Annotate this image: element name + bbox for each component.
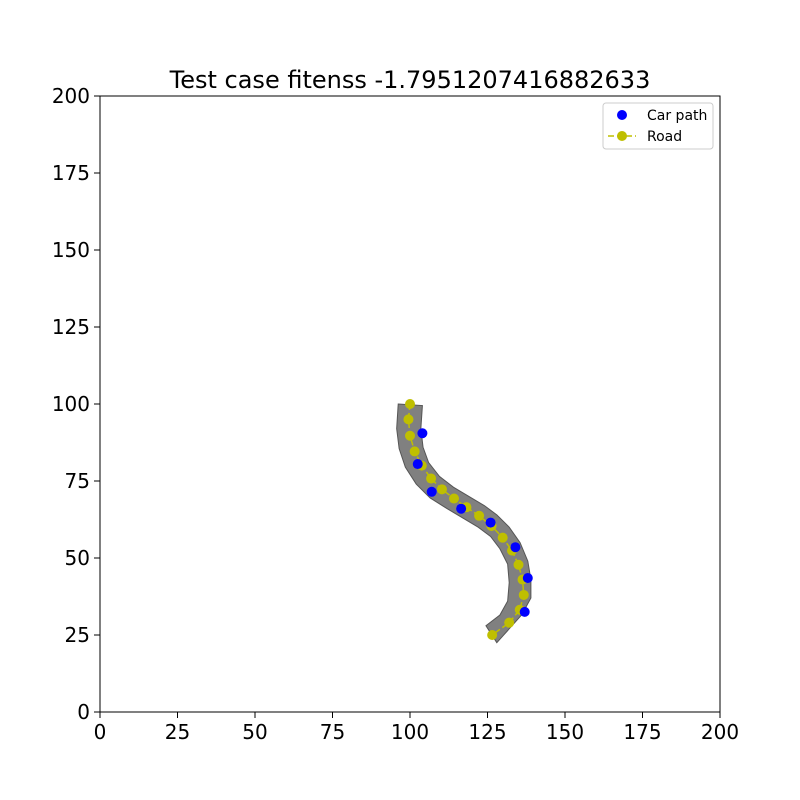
x-tick-label: 150 (546, 720, 584, 744)
y-tick-label: 25 (65, 623, 90, 647)
x-tick-label: 75 (320, 720, 345, 744)
legend-frame (602, 102, 714, 150)
y-tick-label: 50 (65, 546, 90, 570)
x-tick-label: 200 (701, 720, 739, 744)
legend-label: Road (647, 129, 682, 145)
road-point (449, 493, 460, 504)
road-point (474, 510, 485, 521)
x-tick-label: 50 (242, 720, 267, 744)
road-layer (396, 403, 532, 644)
car-path-point (426, 486, 437, 497)
y-tick-label: 125 (52, 315, 90, 339)
x-tick-label: 100 (391, 720, 429, 744)
car-path-point (412, 459, 423, 470)
road-point (504, 617, 515, 628)
y-tick-label: 75 (65, 469, 90, 493)
x-tick-label: 0 (94, 720, 107, 744)
car-path-point (522, 573, 533, 584)
y-tick-label: 200 (52, 84, 90, 108)
y-tick-label: 150 (52, 238, 90, 262)
y-tick-label: 175 (52, 161, 90, 185)
road-surface (396, 403, 532, 644)
legend-marker (617, 131, 627, 141)
car-path-point (510, 542, 521, 553)
legend: Car path Road (602, 102, 714, 150)
road-point (497, 532, 508, 543)
legend-label: Car path (647, 108, 707, 124)
road-point (405, 430, 415, 441)
road-point (513, 559, 524, 570)
road-point (409, 446, 420, 457)
x-tick-label: 125 (468, 720, 506, 744)
x-tick-label: 175 (623, 720, 661, 744)
chart-title: Test case fitenss -1.7951207416882633 (169, 66, 651, 94)
y-tick-label: 0 (77, 700, 90, 724)
y-tick-label: 100 (52, 392, 90, 416)
car-path-point (519, 606, 530, 617)
road-point (518, 589, 529, 600)
road-point (436, 484, 447, 495)
car-path-point (417, 428, 428, 439)
x-tick-label: 25 (165, 720, 190, 744)
road-point (426, 473, 437, 484)
car-path-series-layer (412, 428, 533, 617)
legend-marker (617, 110, 627, 120)
axis-ticks: 0 25 50 75 100 125 150 175 200 0 25 50 75 100 125 150 17… (52, 84, 739, 744)
road-point (405, 399, 415, 409)
car-path-point (456, 503, 467, 514)
car-path-point (485, 517, 496, 528)
road-point (487, 630, 498, 640)
road-point (403, 414, 414, 425)
